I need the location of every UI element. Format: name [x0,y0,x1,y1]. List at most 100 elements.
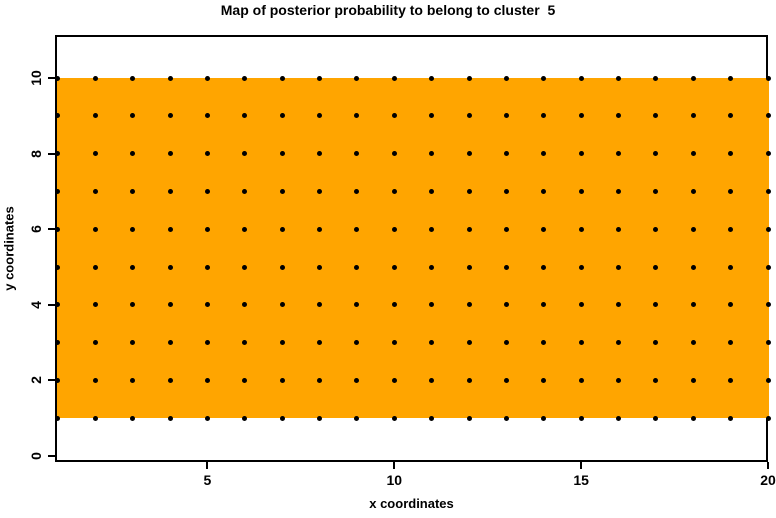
data-point [204,415,210,421]
data-point [466,340,472,346]
data-point [653,377,659,383]
y-axis-title: y coordinates [1,206,17,291]
data-point [541,415,547,421]
data-point [391,340,397,346]
data-point [541,226,547,232]
data-point [354,151,360,157]
data-point [391,377,397,383]
data-point [242,302,248,308]
data-point [616,302,622,308]
data-point [466,264,472,270]
data-point [466,75,472,81]
data-point [130,226,136,232]
x-axis-tick [393,462,396,469]
data-point [765,377,771,383]
data-point [690,188,696,194]
data-point [242,340,248,346]
data-point [653,75,659,81]
data-point [92,75,98,81]
y-tick-label: 6 [28,225,44,234]
data-point [354,302,360,308]
data-point [578,75,584,81]
data-point [167,113,173,119]
data-point [279,151,285,157]
data-point [391,75,397,81]
data-point [503,113,509,119]
data-point [503,340,509,346]
data-point [279,264,285,270]
data-point [616,415,622,421]
data-point [204,113,210,119]
data-point [354,415,360,421]
data-point [503,226,509,232]
data-point [391,188,397,194]
data-point [503,377,509,383]
data-point [55,113,61,119]
data-point [92,113,98,119]
data-point [130,113,136,119]
data-point [578,113,584,119]
data-point [167,302,173,308]
data-point [429,264,435,270]
data-point [728,377,734,383]
data-point [690,75,696,81]
data-point [204,340,210,346]
data-point [204,377,210,383]
data-point [690,151,696,157]
data-point [354,188,360,194]
data-point [130,264,136,270]
data-point [279,188,285,194]
data-point [541,340,547,346]
data-point [765,226,771,232]
data-point [92,226,98,232]
data-point [466,226,472,232]
data-point [653,264,659,270]
data-point [765,340,771,346]
data-point [167,377,173,383]
data-point [466,113,472,119]
data-point [242,415,248,421]
data-point [503,151,509,157]
data-point [728,188,734,194]
data-point [204,75,210,81]
data-point [130,75,136,81]
y-tick-label: 8 [28,149,44,158]
cluster-region [57,78,769,419]
data-point [616,188,622,194]
data-point [765,151,771,157]
data-point [429,377,435,383]
y-axis-tick [48,77,55,80]
data-point [354,113,360,119]
data-point [653,302,659,308]
data-point [653,151,659,157]
data-point [578,226,584,232]
data-point [541,302,547,308]
data-point [765,188,771,194]
data-point [765,75,771,81]
data-point [728,75,734,81]
data-point [578,415,584,421]
data-point [541,264,547,270]
data-point [55,302,61,308]
data-point [466,188,472,194]
data-point [728,113,734,119]
x-tick-label: 15 [573,472,589,488]
data-point [167,75,173,81]
data-point [391,226,397,232]
data-point [317,340,323,346]
data-point [728,226,734,232]
data-point [354,75,360,81]
data-point [429,415,435,421]
data-point [167,226,173,232]
data-point [204,264,210,270]
data-point [167,415,173,421]
data-point [616,377,622,383]
data-point [503,75,509,81]
data-point [130,415,136,421]
data-point [728,415,734,421]
data-point [466,302,472,308]
y-tick-label: 10 [28,70,44,86]
data-point [317,226,323,232]
data-point [317,75,323,81]
data-point [55,75,61,81]
